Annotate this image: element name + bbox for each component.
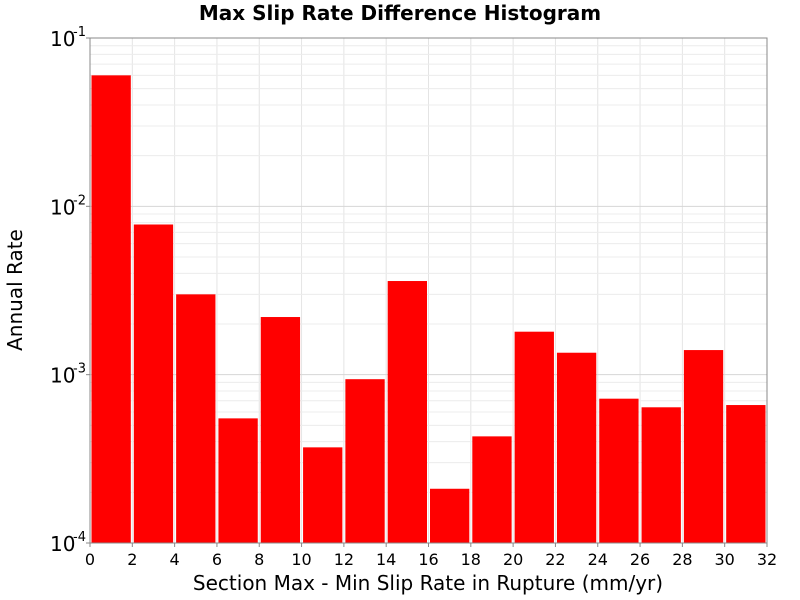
histogram-bar	[683, 350, 724, 543]
y-tick-label: 10	[50, 27, 75, 51]
histogram-bar	[303, 447, 343, 543]
x-tick-label: 6	[212, 550, 222, 569]
x-tick-label: 24	[588, 550, 608, 569]
x-tick-label: 12	[334, 550, 354, 569]
x-tick-label: 8	[254, 550, 264, 569]
histogram-bar	[430, 488, 470, 543]
y-axis-ticks: 10-110-210-310-4	[50, 25, 90, 556]
x-tick-label: 18	[461, 550, 481, 569]
histogram-bar	[514, 331, 554, 543]
x-tick-label: 10	[291, 550, 311, 569]
y-tick-exponent: -4	[73, 530, 86, 545]
x-axis-label: Section Max - Min Slip Rate in Rupture (…	[193, 571, 663, 595]
y-tick-exponent: -1	[73, 25, 86, 40]
histogram-bar	[641, 407, 681, 543]
chart-title: Max Slip Rate Difference Histogram	[199, 1, 601, 25]
x-axis-ticks: 0 2 4 6 8 10 12 14 16 18 20 22 24 26 28 30 32	[85, 543, 777, 569]
y-tick-exponent: -2	[73, 193, 86, 208]
x-tick-label: 0	[85, 550, 95, 569]
x-tick-label: 28	[672, 550, 692, 569]
y-axis-label: Annual Rate	[3, 229, 27, 351]
histogram-bar	[387, 281, 427, 543]
x-tick-label: 26	[630, 550, 650, 569]
histogram-bar	[260, 317, 301, 543]
histogram-bar	[133, 224, 174, 543]
y-tick-label: 10	[50, 364, 75, 388]
histogram-bar	[345, 379, 385, 543]
x-tick-label: 30	[715, 550, 735, 569]
histogram-bar	[218, 418, 258, 543]
y-tick-label: 10	[50, 195, 75, 219]
y-tick-label: 10	[50, 532, 75, 556]
x-tick-label: 2	[127, 550, 137, 569]
x-tick-label: 32	[757, 550, 777, 569]
x-tick-label: 14	[376, 550, 396, 569]
x-tick-label: 20	[503, 550, 523, 569]
histogram-bar	[726, 405, 766, 543]
histogram-bar	[176, 294, 216, 543]
x-tick-label: 22	[545, 550, 565, 569]
histogram-bar	[556, 352, 597, 543]
x-tick-label: 16	[418, 550, 438, 569]
histogram-bar	[599, 398, 639, 543]
bars-group	[91, 75, 766, 543]
histogram-bar	[91, 75, 131, 543]
histogram-bar	[472, 436, 512, 543]
y-tick-exponent: -3	[73, 362, 86, 377]
x-tick-label: 4	[170, 550, 180, 569]
